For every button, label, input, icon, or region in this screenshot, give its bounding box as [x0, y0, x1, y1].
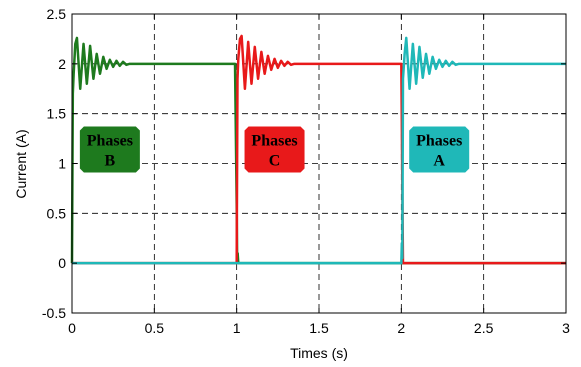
phase-label-box: Phases A	[409, 126, 470, 173]
y-tick-label: -0.5	[42, 305, 66, 321]
y-tick-label: 2.5	[47, 6, 67, 22]
phase-label-line1: Phases	[251, 133, 297, 150]
series-line	[72, 36, 566, 265]
x-tick-label: 2.5	[474, 320, 494, 336]
phase-label-line2: A	[433, 153, 445, 170]
phase-label-background	[409, 126, 470, 173]
phase-label-line1: Phases	[416, 133, 462, 150]
phase-label-line2: B	[105, 153, 116, 170]
y-tick-label: 2	[58, 56, 66, 72]
x-tick-label: 1.5	[309, 320, 329, 336]
y-tick-label: 1.5	[47, 106, 67, 122]
y-tick-label: 1	[58, 156, 66, 172]
y-axis-label: Current (A)	[13, 129, 29, 198]
ticks-group: 0 0.5 1 1.5 2 2.5 3-0.500.511.522.5	[42, 6, 570, 336]
phase-label-background	[79, 126, 140, 173]
y-tick-label: 0.5	[47, 205, 67, 221]
x-tick-label: 0.5	[145, 320, 165, 336]
phase-label-box: Phases B	[79, 126, 140, 173]
phase-label-line1: Phases	[87, 133, 133, 150]
x-tick-label: 1	[233, 320, 241, 336]
series-group	[70, 34, 566, 265]
annotations-group: Phases B Phases C Phases A	[79, 126, 470, 173]
series-line	[72, 34, 566, 265]
phase-label-line2: C	[269, 153, 281, 170]
phase-label-box: Phases C	[244, 126, 305, 173]
x-axis-label: Times (s)	[290, 345, 348, 361]
x-tick-label: 0	[68, 320, 76, 336]
series-line	[70, 36, 566, 265]
y-tick-label: 0	[58, 255, 66, 271]
phase-label-background	[244, 126, 305, 173]
x-tick-label: 3	[562, 320, 570, 336]
x-tick-label: 2	[397, 320, 405, 336]
